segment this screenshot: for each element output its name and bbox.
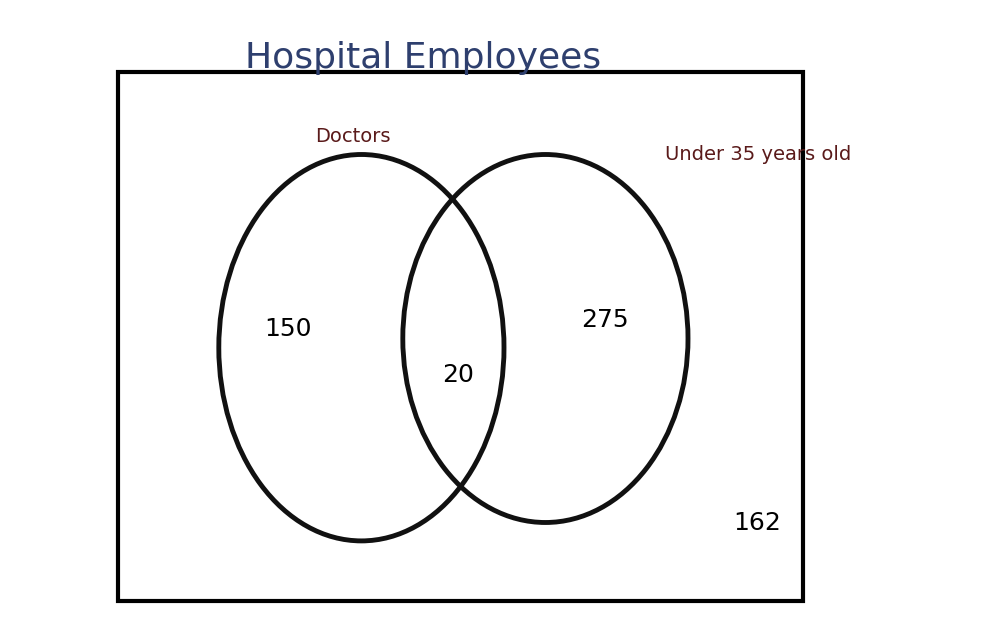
Text: Hospital Employees: Hospital Employees [245, 41, 602, 75]
Text: 20: 20 [443, 364, 474, 387]
Text: 162: 162 [733, 510, 781, 534]
Text: Doctors: Doctors [316, 127, 391, 146]
Text: Under 35 years old: Under 35 years old [665, 145, 851, 164]
FancyBboxPatch shape [118, 72, 803, 600]
Text: 275: 275 [582, 308, 629, 332]
Text: 150: 150 [264, 318, 311, 341]
